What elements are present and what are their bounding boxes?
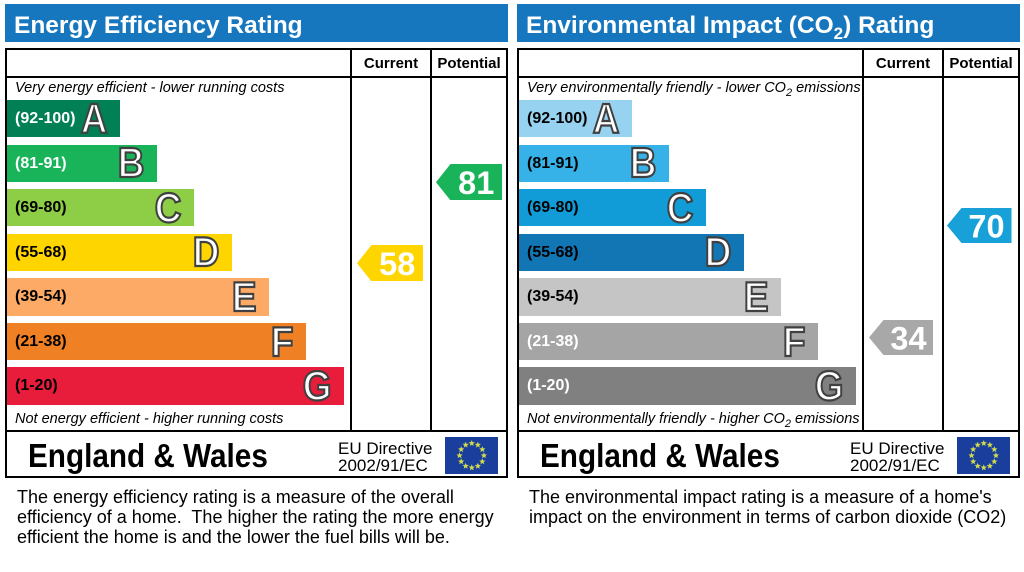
svg-text:81: 81: [458, 165, 494, 200]
svg-text:C: C: [667, 185, 694, 231]
svg-text:B: B: [118, 140, 145, 186]
svg-text:G: G: [302, 363, 331, 409]
svg-text:34: 34: [890, 321, 926, 356]
svg-text:E: E: [232, 274, 257, 320]
svg-text:70: 70: [968, 208, 1004, 243]
svg-text:F: F: [783, 319, 806, 365]
svg-text:B: B: [630, 140, 657, 186]
svg-text:F: F: [271, 319, 294, 365]
svg-text:A: A: [592, 96, 619, 142]
svg-text:C: C: [155, 185, 182, 231]
svg-text:D: D: [192, 229, 219, 275]
svg-text:D: D: [704, 229, 731, 275]
svg-text:A: A: [80, 96, 107, 142]
svg-text:E: E: [744, 274, 769, 320]
svg-text:G: G: [814, 363, 843, 409]
svg-text:58: 58: [379, 246, 415, 281]
